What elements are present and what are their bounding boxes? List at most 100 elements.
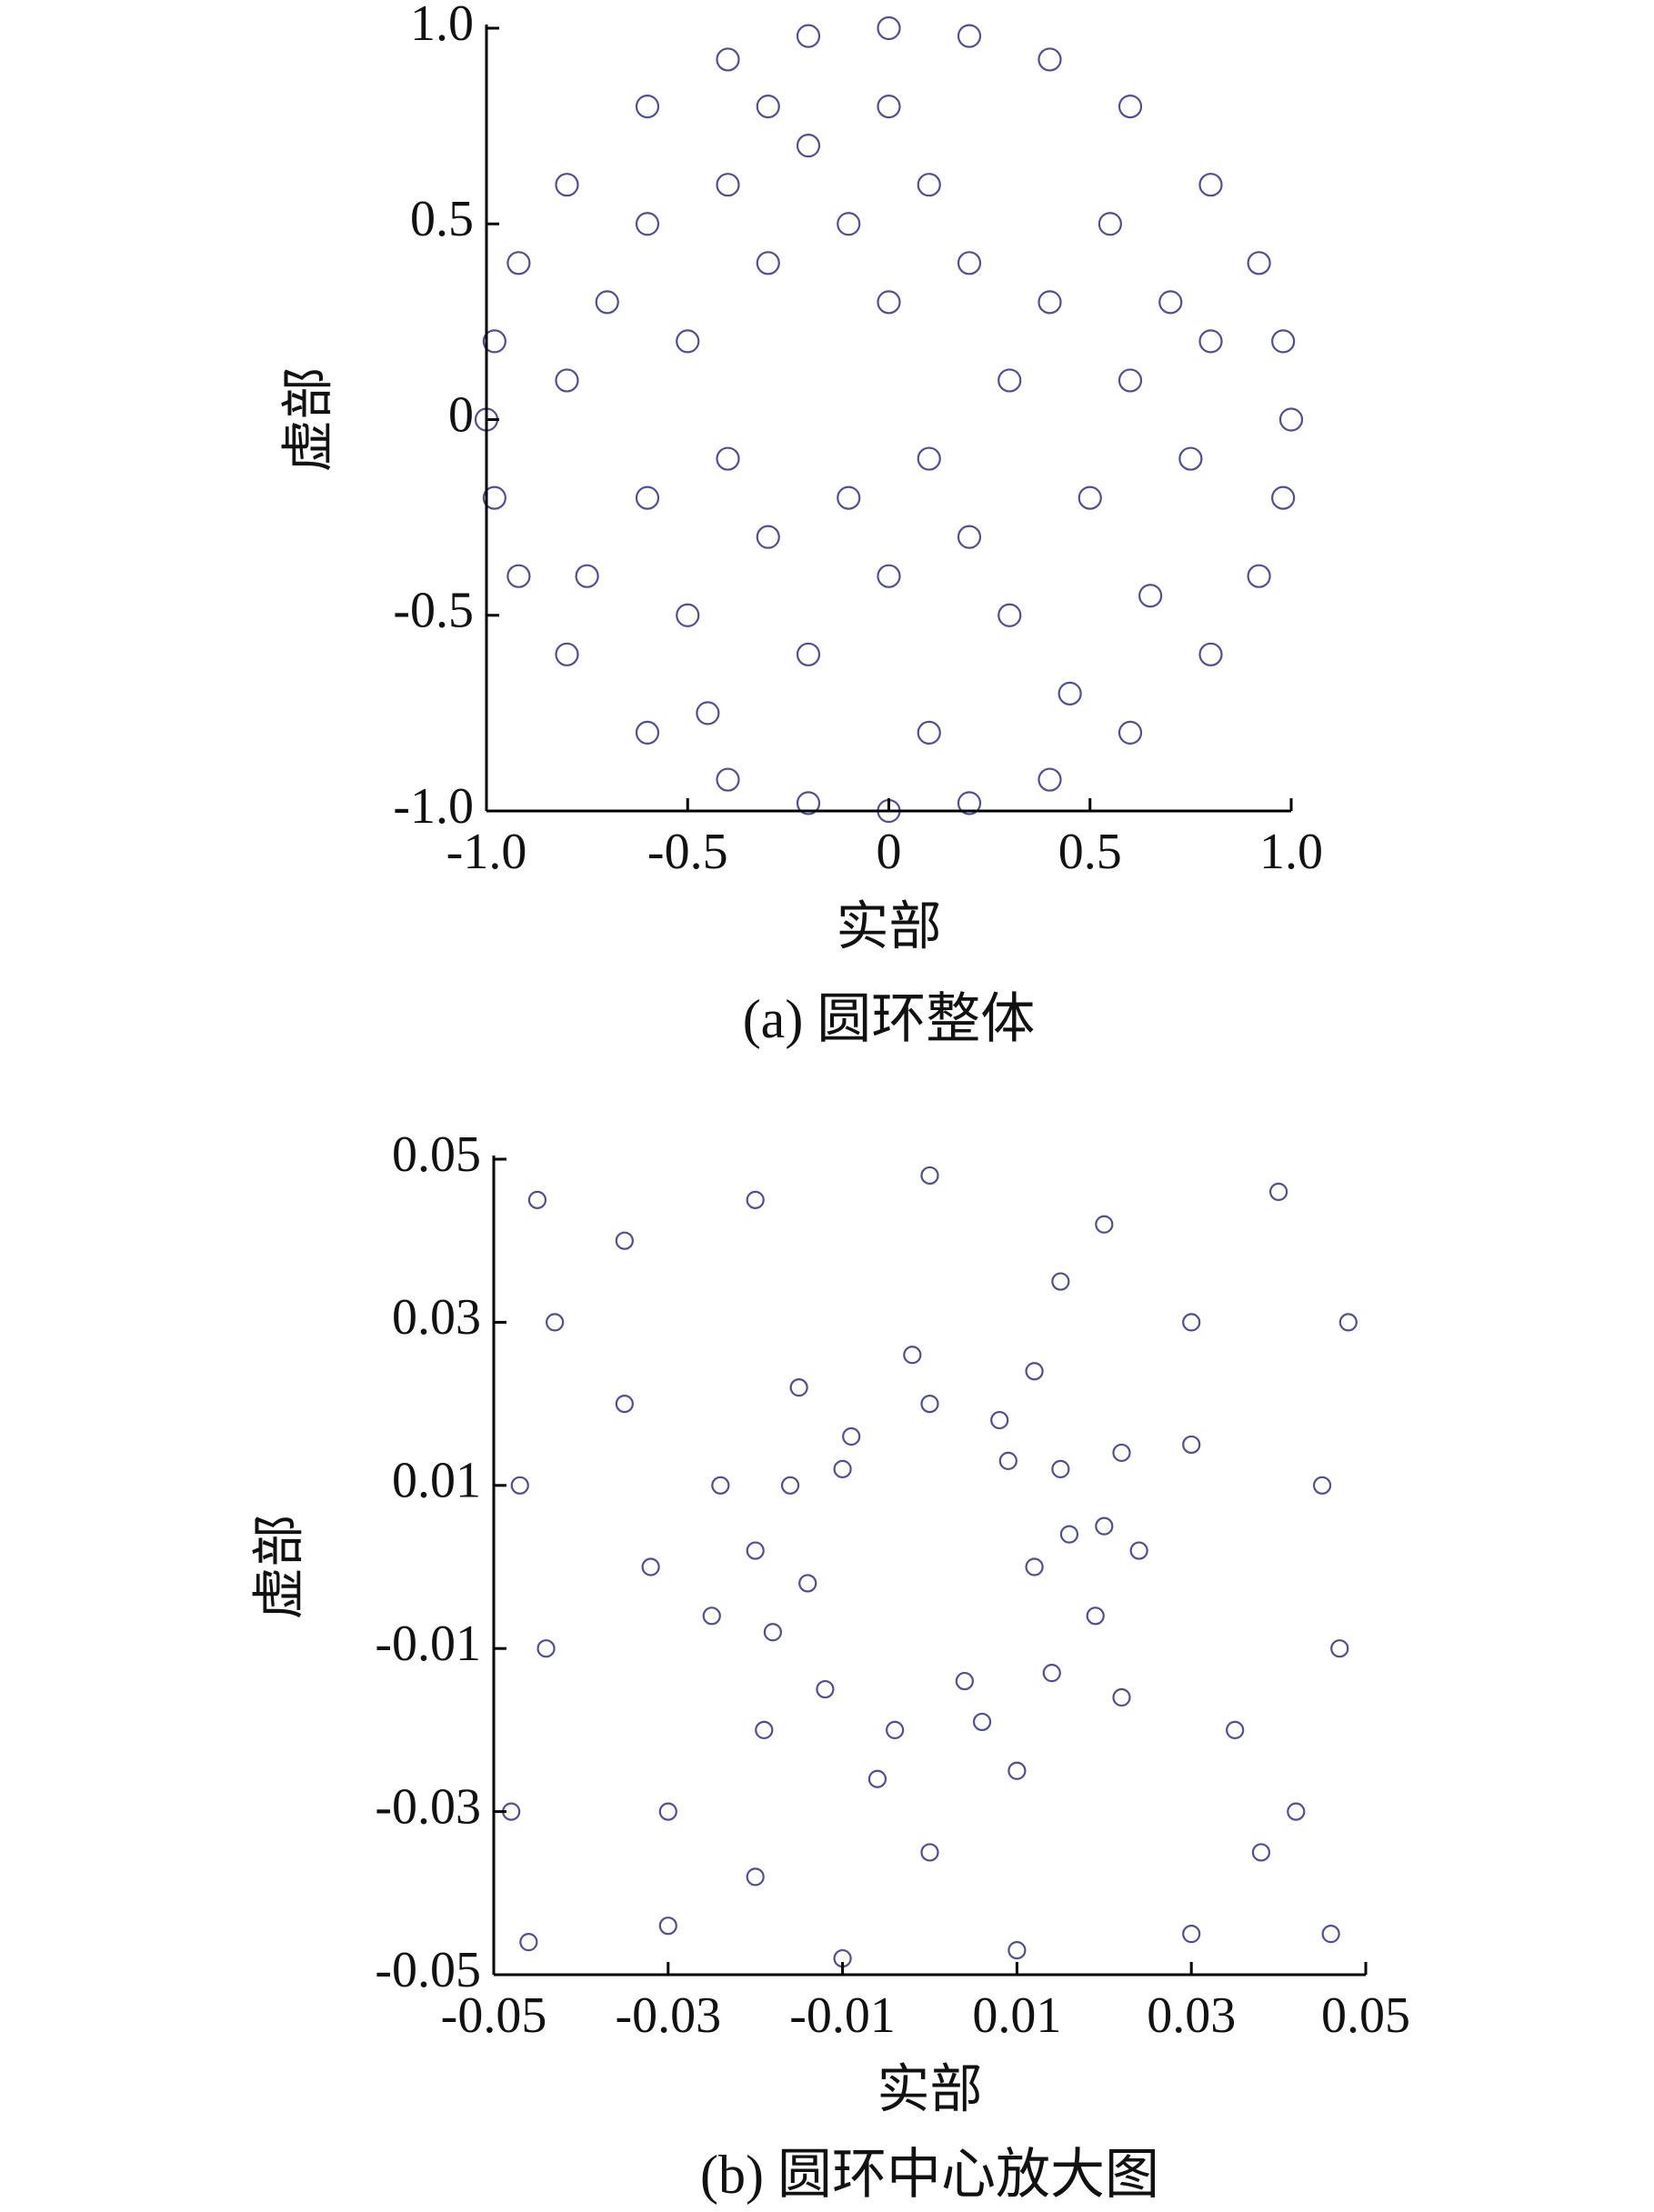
x-tick-label: 0.01: [972, 1987, 1061, 2044]
point: [1118, 720, 1143, 746]
point: [837, 212, 861, 236]
point: [1112, 1443, 1131, 1463]
point: [1178, 446, 1203, 471]
x-tick-label: 0: [877, 824, 902, 880]
point: [1338, 1313, 1358, 1332]
point: [1251, 1843, 1271, 1862]
point: [798, 1574, 817, 1593]
point: [1007, 1761, 1027, 1780]
point: [519, 1933, 538, 1952]
point: [957, 24, 982, 48]
point: [877, 15, 901, 41]
point: [1182, 1313, 1201, 1332]
point: [1059, 1525, 1079, 1544]
chart-title: (a) 圆环整体: [743, 989, 1036, 1049]
point: [990, 1410, 1009, 1430]
point: [1287, 1802, 1306, 1821]
point: [615, 1394, 634, 1414]
point: [955, 1671, 974, 1691]
point: [1247, 564, 1271, 588]
point: [997, 368, 1022, 393]
x-tick-label: 0.5: [1058, 824, 1122, 880]
point: [789, 1378, 808, 1397]
point: [920, 1843, 939, 1862]
point: [756, 94, 780, 119]
point: [716, 173, 740, 197]
point: [1198, 642, 1223, 666]
y-axis-label: 虚部: [278, 366, 337, 472]
point: [555, 642, 579, 666]
point: [1058, 681, 1082, 706]
point: [1051, 1272, 1070, 1291]
point: [555, 368, 579, 393]
x-tick-label: 0.05: [1321, 1987, 1410, 2044]
x-tick-label: -0.01: [789, 1987, 896, 2044]
point: [1025, 1362, 1044, 1381]
point: [886, 1720, 905, 1740]
point: [917, 446, 941, 471]
point: [555, 173, 579, 197]
point: [595, 290, 619, 315]
point: [756, 251, 780, 275]
point: [998, 1451, 1017, 1470]
point: [1312, 1476, 1332, 1495]
point: [842, 1426, 861, 1446]
point: [716, 767, 740, 792]
point: [615, 1231, 634, 1250]
point: [997, 603, 1022, 627]
point: [676, 329, 700, 354]
x-tick-label: -0.5: [647, 824, 728, 880]
point: [1278, 407, 1304, 432]
point: [920, 1166, 939, 1186]
y-axis-label: 虚部: [249, 1514, 308, 1619]
point: [1330, 1639, 1349, 1658]
point: [1042, 1664, 1061, 1683]
point: [482, 485, 506, 510]
point: [1271, 329, 1296, 354]
point: [702, 1606, 721, 1626]
y-tick-label: -0.01: [375, 1616, 481, 1672]
point: [756, 525, 780, 549]
point: [482, 329, 506, 354]
point: [1038, 290, 1062, 315]
point: [1038, 47, 1062, 72]
point: [711, 1476, 730, 1495]
point: [658, 1917, 677, 1936]
point: [867, 1769, 887, 1788]
point: [917, 173, 941, 197]
y-tick-label: 0: [448, 386, 474, 443]
x-tick-label: -0.05: [441, 1987, 547, 2044]
point: [1118, 368, 1143, 393]
point: [796, 642, 821, 666]
point: [877, 290, 901, 315]
point: [1138, 584, 1163, 608]
point: [676, 603, 700, 627]
point: [1038, 767, 1062, 792]
point: [546, 1313, 565, 1332]
point: [920, 1394, 939, 1414]
x-tick-label: -0.03: [615, 1987, 721, 2044]
point: [635, 212, 660, 236]
point: [877, 564, 901, 588]
point: [796, 24, 821, 48]
point: [1182, 1435, 1201, 1455]
point: [957, 251, 982, 275]
point: [746, 1541, 765, 1560]
point: [917, 720, 941, 746]
point: [1158, 290, 1183, 315]
point: [1247, 251, 1271, 275]
point: [1007, 1940, 1027, 1960]
point: [796, 791, 821, 816]
point: [746, 1190, 765, 1209]
point: [635, 94, 660, 119]
point: [957, 791, 982, 816]
y-tick-label: -0.05: [375, 1942, 481, 1998]
point: [796, 134, 821, 158]
point: [755, 1720, 774, 1740]
point: [1025, 1557, 1044, 1576]
point: [575, 564, 599, 588]
point: [1112, 1687, 1131, 1707]
y-tick-label: 0.5: [410, 191, 474, 247]
point: [641, 1557, 660, 1576]
